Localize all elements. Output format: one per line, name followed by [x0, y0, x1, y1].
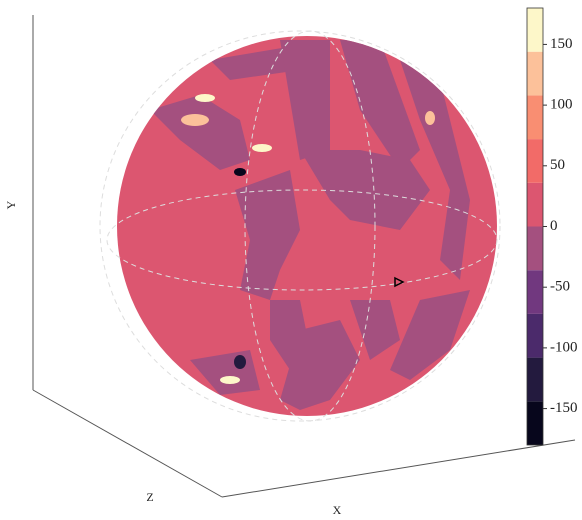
colorbar-tick-label: -150 [550, 400, 578, 416]
colorbar-segment [527, 227, 543, 271]
colorbar-tick-label: 150 [550, 36, 573, 52]
colorbar-segment [527, 358, 543, 402]
colorbar-segment [527, 401, 543, 445]
colorbar-segment [527, 183, 543, 227]
colorbar-tick-label: 100 [550, 97, 573, 113]
colorbar-segment [527, 52, 543, 96]
colorbar-segment [527, 139, 543, 183]
colorbar-segment [527, 8, 543, 52]
colorbar-tick-label: -50 [550, 279, 570, 295]
colorbar-segment [527, 314, 543, 358]
colorbar-tick-label: -100 [550, 339, 578, 355]
sphere [100, 31, 500, 421]
colorbar-segment [527, 270, 543, 314]
page: Y Z X -150-100-5005010 [0, 0, 582, 520]
chart: Y Z X -150-100-5005010 [0, 0, 582, 520]
colorbar-segment [527, 95, 543, 139]
colorbar-tick-label: 50 [550, 157, 565, 173]
colorbar-tick-label: 0 [550, 218, 558, 234]
z-axis-label: Z [146, 490, 153, 504]
x-axis-label: X [333, 503, 342, 517]
y-axis-label: Y [4, 200, 18, 209]
